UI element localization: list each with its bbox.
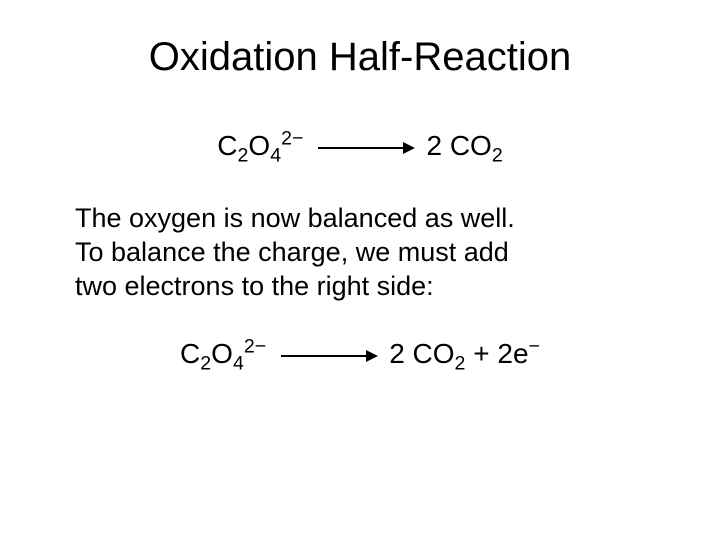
body-line-2: To balance the charge, we must add <box>75 237 509 267</box>
eq2-rhs-sub: 2 <box>455 353 466 375</box>
body-paragraph: The oxygen is now balanced as well. To b… <box>75 202 645 303</box>
eq2-plus: + <box>465 338 497 369</box>
eq2-electrons: 2e <box>497 338 528 369</box>
eq1-lhs-charge: 2− <box>281 128 303 150</box>
body-line-1: The oxygen is now balanced as well. <box>75 203 515 233</box>
eq1-lhs-c: C <box>217 130 237 161</box>
eq2-rhs-coef: 2 <box>389 338 412 369</box>
eq1-lhs-o-sub: 4 <box>270 145 281 167</box>
eq2-lhs-c: C <box>180 338 200 369</box>
eq1-rhs-coef: 2 <box>426 130 449 161</box>
equation-2: C2O42−2 CO2 + 2e− <box>50 338 670 370</box>
page-title: Oxidation Half-Reaction <box>50 35 670 80</box>
eq2-electrons-sup: − <box>529 336 540 358</box>
eq2-lhs-c-sub: 2 <box>200 353 211 375</box>
equation-1: C2O42−2 CO2 <box>50 130 670 162</box>
eq1-lhs-o: O <box>248 130 270 161</box>
arrow-icon <box>318 147 413 149</box>
eq1-rhs-sub: 2 <box>492 145 503 167</box>
arrow-icon <box>281 355 376 357</box>
eq2-lhs-o-sub: 4 <box>233 353 244 375</box>
eq2-lhs-o: O <box>211 338 233 369</box>
eq1-lhs-c-sub: 2 <box>238 145 249 167</box>
body-line-3: two electrons to the right side: <box>75 271 434 301</box>
eq2-rhs-co: CO <box>413 338 455 369</box>
eq2-lhs-charge: 2− <box>244 336 266 358</box>
eq1-rhs-co: CO <box>450 130 492 161</box>
